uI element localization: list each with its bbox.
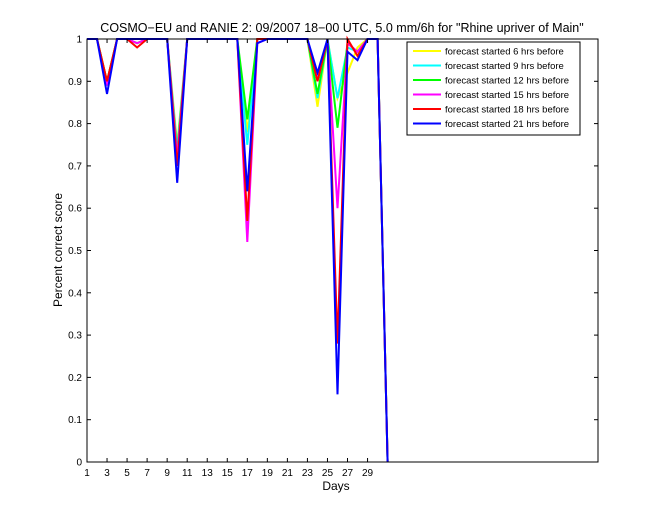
x-axis-label: Days xyxy=(322,479,349,493)
y-tick-label: 0.5 xyxy=(68,246,82,257)
x-tick-label: 11 xyxy=(182,468,193,479)
x-tick-label: 13 xyxy=(202,468,214,479)
legend: forecast started 6 hrs before forecast st… xyxy=(406,41,581,136)
legend-label-3: forecast started 12 hrs before xyxy=(445,76,569,87)
legend-label-4: forecast started 15 hrs before xyxy=(445,90,569,101)
x-tick-label: 25 xyxy=(322,468,334,479)
y-axis-label: Percent correct score xyxy=(51,193,65,307)
legend-label-2: forecast started 9 hrs before xyxy=(445,61,564,72)
ticks-layer: 1 3 5 7 9 11 13 15 17 19 21 23 25 27 2900.10.20.30.40.… xyxy=(68,35,598,479)
y-tick-label: 0.7 xyxy=(68,161,82,172)
y-tick-label: 0 xyxy=(76,458,82,469)
x-tick-label: 29 xyxy=(362,468,374,479)
x-tick-label: 1 xyxy=(84,468,90,479)
y-tick-label: 1 xyxy=(76,35,82,46)
x-tick-label: 17 xyxy=(242,468,254,479)
y-tick-label: 0.6 xyxy=(68,204,82,215)
x-tick-label: 21 xyxy=(282,468,294,479)
y-tick-label: 0.8 xyxy=(68,119,82,130)
y-tick-label: 0.1 xyxy=(68,415,82,426)
legend-label-5: forecast started 18 hrs before xyxy=(445,105,569,116)
x-tick-label: 27 xyxy=(342,468,354,479)
legend-label-1: forecast started 6 hrs before xyxy=(445,47,564,58)
x-tick-label: 15 xyxy=(222,468,234,479)
chart-title: COSMO−EU and RANIE 2: 09/2007 18−00 UTC,… xyxy=(100,21,583,35)
legend-box xyxy=(406,41,581,136)
y-tick-label: 0.4 xyxy=(68,288,82,299)
x-tick-label: 19 xyxy=(262,468,274,479)
x-tick-label: 7 xyxy=(144,468,150,479)
legend-label-6: forecast started 21 hrs before xyxy=(445,119,569,130)
y-tick-label: 0.9 xyxy=(68,77,82,88)
y-tick-label: 0.3 xyxy=(68,331,82,342)
x-tick-label: 3 xyxy=(104,468,110,479)
y-tick-label: 0.2 xyxy=(68,373,82,384)
x-tick-label: 23 xyxy=(302,468,314,479)
x-tick-label: 9 xyxy=(164,468,170,479)
x-tick-label: 5 xyxy=(124,468,130,479)
